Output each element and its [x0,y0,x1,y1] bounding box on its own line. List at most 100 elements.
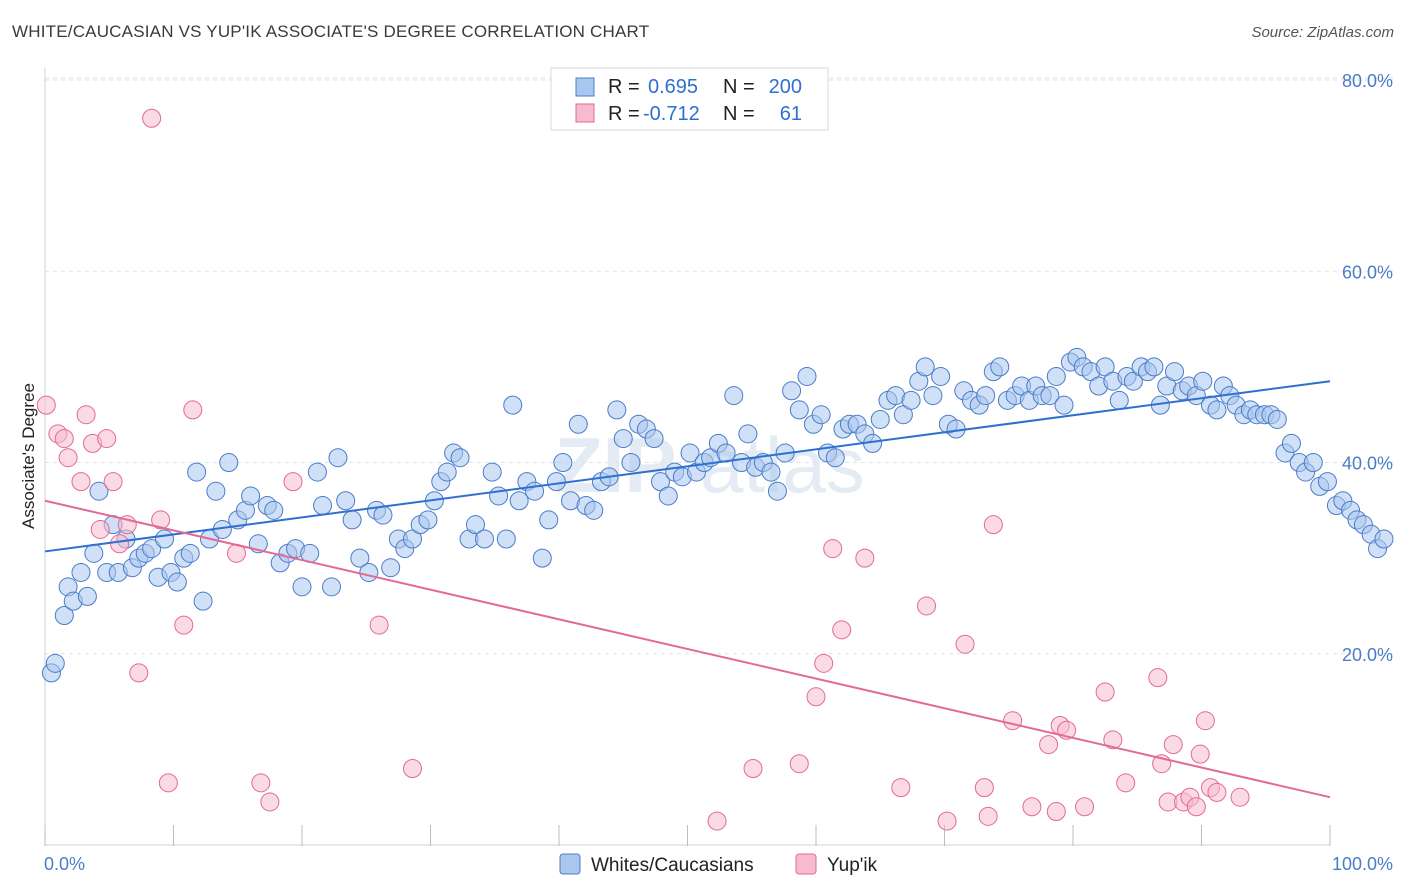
legend-r-label-1: R = [608,76,640,98]
bottom-legend: Whites/Caucasians Yup'ik [559,853,878,876]
yupik-point-49 [1148,668,1168,688]
legend-n-label-1: N = [723,76,755,98]
whites-point-42 [322,577,342,597]
whites-point-102 [761,462,781,482]
bottom-legend-label-yupik: Yup'ik [827,855,878,876]
whites-point-131 [976,386,996,406]
whites-point-1 [45,653,65,673]
whites-point-67 [503,395,523,415]
whites-point-73 [546,472,566,492]
whites-point-83 [621,453,641,472]
whites-point-141 [1046,366,1066,386]
yupik-point-26 [789,754,809,774]
whites-point-34 [264,500,284,520]
yupik-point-19 [251,773,271,793]
whites-point-18 [155,529,175,549]
whites-point-44 [336,491,356,511]
legend-r-value-1: 0.695 [648,76,698,98]
y-tick-label-0: 20.0% [1342,645,1393,665]
yupik-point-20 [260,792,280,812]
whites-point-97 [724,386,744,406]
yupik-point-60 [1230,787,1250,807]
yupik-point-46 [1095,682,1115,702]
yupik-point-39 [1003,711,1023,731]
whites-point-88 [658,486,678,506]
whites-point-105 [782,381,802,401]
trend-lines [44,380,1331,799]
yupik-point-22 [369,615,389,635]
whites-point-82 [613,429,633,449]
whites-point-91 [680,443,700,463]
whites-point-173 [1267,409,1287,429]
yupik-point-32 [891,778,911,798]
series-whites-points [41,347,1394,683]
legend-box: R = 0.695 N = 200 R = -0.712 N = 61 [550,67,829,131]
yupik-point-29 [823,539,843,559]
yupik-point-21 [283,472,303,492]
whites-point-49 [373,505,393,525]
yupik-point-48 [1116,773,1136,793]
x-tick-label-0: 0.0% [44,854,85,874]
whites-point-78 [584,500,604,520]
whites-point-50 [381,558,401,578]
whites-point-6 [77,586,97,606]
yupik-point-16 [174,615,194,635]
whites-point-68 [509,491,529,511]
whites-point-123 [915,357,935,377]
yupik-point-47 [1103,730,1123,750]
whites-point-124 [923,386,943,406]
legend-n-value-2: 61 [780,103,802,125]
whites-point-26 [206,481,226,501]
yupik-point-55 [1186,797,1206,817]
whites-point-63 [474,529,494,549]
grid-lines [45,77,1395,655]
yupik-point-24 [707,811,727,831]
whites-point-162 [1193,371,1213,391]
yupik-point-33 [917,596,937,616]
whites-point-117 [870,409,890,429]
yupik-point-0 [36,395,56,415]
trend-line-whites [44,380,1331,553]
yupik-point-14 [151,510,171,530]
whites-point-158 [1165,362,1185,382]
y-tick-labels: 20.0% 40.0% 60.0% 80.0% [1342,71,1393,665]
yupik-point-56 [1190,744,1210,764]
yupik-point-42 [1046,802,1066,822]
whites-point-23 [187,462,207,482]
bottom-legend-label-whites: Whites/Caucasians [591,855,754,876]
yupik-point-45 [1075,797,1095,817]
yupik-point-40 [1022,797,1042,817]
yupik-point-27 [806,687,826,707]
whites-point-133 [990,357,1010,377]
whites-point-180 [1317,472,1337,492]
whites-point-76 [568,414,588,434]
yupik-point-12 [129,663,149,683]
legend-r-value-2: -0.712 [643,103,700,125]
legend-n-value-1: 200 [769,76,802,98]
whites-point-86 [644,429,664,449]
yupik-point-7 [90,519,110,539]
yupik-point-57 [1195,711,1215,731]
whites-point-5 [71,562,91,582]
yupik-point-36 [974,778,994,798]
whites-point-64 [482,462,502,482]
yupik-point-5 [76,405,96,425]
whites-point-125 [931,366,951,386]
y-tick-label-2: 60.0% [1342,262,1393,282]
whites-point-71 [532,548,552,568]
whites-point-58 [437,462,457,482]
whites-point-121 [901,390,921,410]
whites-point-142 [1054,395,1074,415]
y-tick-label-3: 80.0% [1342,71,1393,91]
whites-point-60 [450,448,470,468]
bottom-legend-swatch-pink [795,853,817,875]
source-label: Source: ZipAtlas.com [1251,24,1394,41]
whites-point-107 [797,366,817,386]
whites-point-103 [767,481,787,501]
yupik-point-28 [814,653,834,673]
whites-point-81 [607,400,627,420]
yupik-point-38 [983,515,1003,535]
yupik-point-30 [832,620,852,640]
yupik-point-3 [58,448,78,468]
trend-line-yupik [44,499,1331,799]
